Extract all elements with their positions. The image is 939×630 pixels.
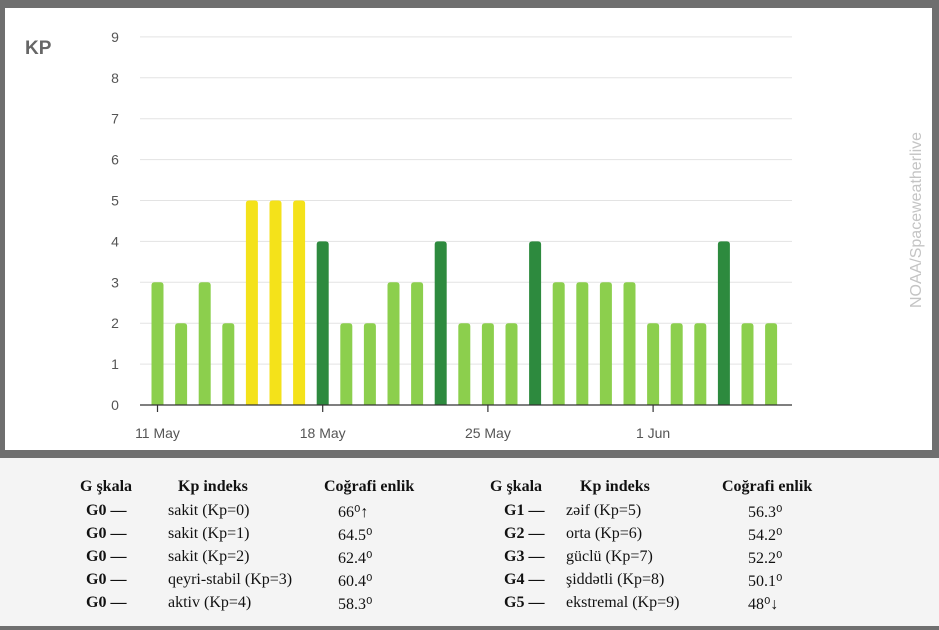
geo-latitude-value: 66⁰↑ bbox=[338, 504, 369, 521]
bar bbox=[552, 282, 565, 405]
bar bbox=[647, 323, 660, 405]
y-tick-label: 6 bbox=[111, 152, 119, 168]
bar bbox=[222, 323, 235, 405]
y-tick-label: 9 bbox=[111, 29, 119, 45]
header-g-scale: G şkala bbox=[490, 478, 543, 495]
header-kp-index: Kp indeks bbox=[178, 478, 248, 495]
bar bbox=[151, 282, 164, 405]
bar bbox=[363, 323, 376, 405]
x-tick-label: 11 May bbox=[135, 425, 180, 441]
bar bbox=[175, 323, 188, 405]
bar bbox=[293, 200, 306, 405]
bar bbox=[316, 241, 329, 405]
y-axis-label: KP bbox=[25, 38, 52, 59]
bar bbox=[269, 200, 282, 405]
geo-latitude-value: 48⁰↓ bbox=[748, 596, 779, 613]
bar bbox=[387, 282, 400, 405]
g-scale-level: G0 — bbox=[86, 525, 127, 542]
geo-latitude-value: 64.5⁰ bbox=[338, 527, 373, 544]
bar bbox=[245, 200, 258, 405]
geo-latitude-value: 50.1⁰ bbox=[748, 573, 783, 590]
g-scale-level: G3 — bbox=[504, 548, 545, 565]
bar bbox=[505, 323, 518, 405]
y-tick-label: 2 bbox=[111, 315, 119, 331]
header-geo-latitude: Coğrafi enlik bbox=[324, 478, 415, 495]
bar bbox=[623, 282, 636, 405]
watermark-text: NOAA/Spaceweatherlive bbox=[908, 131, 925, 309]
geo-latitude-value: 62.4⁰ bbox=[338, 550, 373, 567]
x-tick-label: 25 May bbox=[465, 425, 511, 441]
y-tick-label: 7 bbox=[111, 111, 119, 127]
header-geo-latitude: Coğrafi enlik bbox=[722, 478, 813, 495]
bar bbox=[694, 323, 707, 405]
g-scale-level: G0 — bbox=[86, 548, 127, 565]
g-scale-level: G0 — bbox=[86, 502, 127, 519]
kp-index-description: sakit (Kp=1) bbox=[168, 525, 250, 542]
y-tick-label: 1 bbox=[111, 356, 119, 372]
kp-index-description: güclü (Kp=7) bbox=[566, 548, 653, 565]
bar bbox=[411, 282, 424, 405]
y-tick-label: 4 bbox=[111, 233, 119, 249]
x-tick-label: 1 Jun bbox=[636, 425, 670, 441]
geo-latitude-value: 60.4⁰ bbox=[338, 573, 373, 590]
kp-index-description: sakit (Kp=2) bbox=[168, 548, 250, 565]
g-scale-level: G4 — bbox=[504, 571, 545, 588]
bar bbox=[717, 241, 730, 405]
bar bbox=[458, 323, 471, 405]
bar bbox=[765, 323, 778, 405]
bar bbox=[340, 323, 353, 405]
bar bbox=[670, 323, 683, 405]
kp-index-description: zəif (Kp=5) bbox=[566, 502, 642, 519]
g-scale-level: G0 — bbox=[86, 594, 127, 611]
kp-index-description: ekstremal (Kp=9) bbox=[566, 594, 680, 611]
kp-index-description: şiddətli (Kp=8) bbox=[566, 571, 665, 588]
bar bbox=[434, 241, 447, 405]
bar bbox=[741, 323, 754, 405]
bar bbox=[198, 282, 211, 405]
g-scale-level: G2 — bbox=[504, 525, 545, 542]
y-tick-label: 0 bbox=[111, 397, 119, 413]
y-tick-label: 5 bbox=[111, 193, 119, 209]
g-scale-level: G1 — bbox=[504, 502, 545, 519]
kp-index-description: aktiv (Kp=4) bbox=[168, 594, 252, 611]
kp-bar-chart: 0 1 2 3 4 5 6 7 8 9 11 May 18 May 25 May 1 Jun bbox=[111, 29, 792, 441]
bar bbox=[599, 282, 612, 405]
bar bbox=[576, 282, 589, 405]
kp-index-description: qeyri-stabil (Kp=3) bbox=[168, 571, 293, 588]
kp-index-description: sakit (Kp=0) bbox=[168, 502, 250, 519]
bar bbox=[529, 241, 542, 405]
y-tick-label: 3 bbox=[111, 274, 119, 290]
chart-panel: KP 0 1 2 3 4 5 6 7 8 9 11 May 18 May 25 May 1 Jun NOA… bbox=[5, 8, 932, 450]
g-scale-level: G5 — bbox=[504, 594, 545, 611]
y-tick-label: 8 bbox=[111, 70, 119, 86]
geo-latitude-value: 56.3⁰ bbox=[748, 504, 783, 521]
header-g-scale: G şkala bbox=[80, 478, 133, 495]
kp-index-description: orta (Kp=6) bbox=[566, 525, 643, 542]
g-scale-legend: G şkala Kp indeks Coğrafi enlik G0 — saki… bbox=[0, 458, 939, 626]
bar bbox=[481, 323, 494, 405]
geo-latitude-value: 58.3⁰ bbox=[338, 596, 373, 613]
g-scale-level: G0 — bbox=[86, 571, 127, 588]
geo-latitude-value: 54.2⁰ bbox=[748, 527, 783, 544]
geo-latitude-value: 52.2⁰ bbox=[748, 550, 783, 567]
header-kp-index: Kp indeks bbox=[580, 478, 650, 495]
x-tick-label: 18 May bbox=[300, 425, 346, 441]
